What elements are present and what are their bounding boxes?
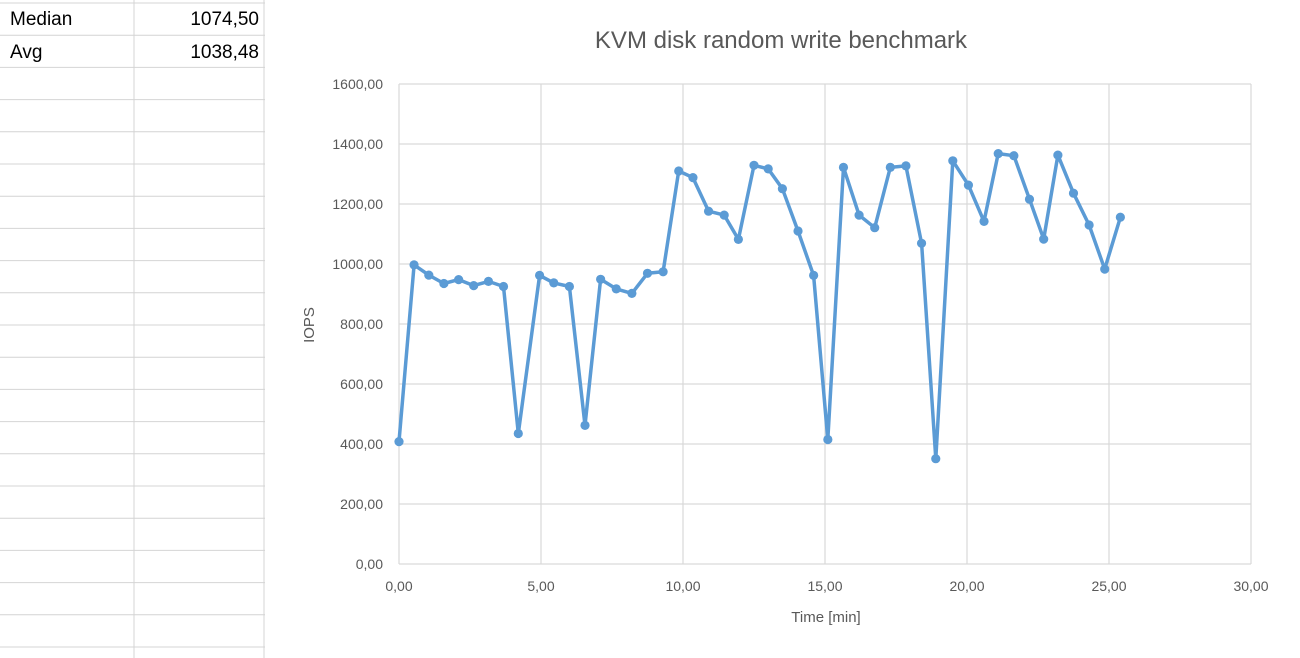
data-point[interactable] <box>469 281 479 291</box>
x-tick-label: 10,00 <box>665 578 700 594</box>
spreadsheet-grid <box>0 0 265 658</box>
data-point[interactable] <box>454 275 464 285</box>
data-point[interactable] <box>534 270 545 280</box>
data-point[interactable] <box>1024 194 1035 204</box>
x-tick-label: 30,00 <box>1233 578 1268 594</box>
data-point[interactable] <box>979 216 989 226</box>
data-point[interactable] <box>809 270 819 280</box>
data-point[interactable] <box>854 210 864 220</box>
data-point[interactable] <box>733 234 743 244</box>
data-point[interactable] <box>1084 220 1094 230</box>
data-point[interactable] <box>549 278 559 288</box>
y-tick-label: 400,00 <box>340 436 383 452</box>
data-point[interactable] <box>749 160 759 170</box>
data-point[interactable] <box>611 284 621 294</box>
data-point[interactable] <box>483 276 494 286</box>
x-tick-label: 0,00 <box>385 578 412 594</box>
data-point[interactable] <box>596 274 606 284</box>
data-point[interactable] <box>564 281 574 292</box>
data-point[interactable] <box>948 156 958 166</box>
data-point[interactable] <box>793 226 803 236</box>
data-point[interactable] <box>409 260 419 270</box>
data-point[interactable] <box>885 162 895 172</box>
chart-area[interactable]: KVM disk random write benchmark 0,00 200,… <box>265 0 1300 658</box>
data-point[interactable] <box>993 149 1003 159</box>
data-point[interactable] <box>823 434 833 445</box>
data-point[interactable] <box>963 180 974 190</box>
data-point[interactable] <box>1009 151 1019 161</box>
data-point[interactable] <box>658 267 668 277</box>
data-point[interactable] <box>870 223 880 233</box>
data-point[interactable] <box>580 420 590 430</box>
y-tick-label: 0,00 <box>356 556 383 572</box>
y-tick-label: 600,00 <box>340 376 383 392</box>
data-point[interactable] <box>513 428 523 439</box>
median-value-cell[interactable]: 1074,50 <box>190 9 259 30</box>
avg-label-cell[interactable]: Avg <box>10 42 43 63</box>
y-axis-title: IOPS <box>301 307 318 343</box>
data-point[interactable] <box>439 278 449 289</box>
data-point[interactable] <box>931 454 941 464</box>
data-point[interactable] <box>1068 188 1079 198</box>
median-label-cell[interactable]: Median <box>10 9 73 30</box>
data-point[interactable] <box>424 270 434 280</box>
data-point[interactable] <box>763 164 773 174</box>
y-tick-label: 200,00 <box>340 496 383 512</box>
data-point[interactable] <box>1039 234 1049 244</box>
data-point[interactable] <box>719 210 729 220</box>
avg-value-cell[interactable]: 1038,48 <box>190 42 259 63</box>
data-point[interactable] <box>1100 264 1110 274</box>
data-point[interactable] <box>838 162 849 172</box>
x-tick-label: 20,00 <box>949 578 984 594</box>
data-point[interactable] <box>642 268 653 278</box>
data-point[interactable] <box>688 173 698 183</box>
x-tick-label: 25,00 <box>1091 578 1126 594</box>
chart-title: KVM disk random write benchmark <box>595 27 968 54</box>
data-point[interactable] <box>394 437 404 447</box>
y-axis-tick-labels: 0,00 200,00 400,00 600,00 800,00 1000,00 1200,… <box>332 76 383 572</box>
y-tick-label: 1400,00 <box>332 136 383 152</box>
data-point[interactable] <box>498 281 509 292</box>
series-line <box>397 151 1123 461</box>
y-tick-label: 1200,00 <box>332 196 383 212</box>
data-point[interactable] <box>627 288 637 298</box>
data-point[interactable] <box>916 238 927 248</box>
data-point[interactable] <box>674 166 684 176</box>
y-tick-label: 1000,00 <box>332 256 383 272</box>
data-point[interactable] <box>1115 212 1125 222</box>
data-point[interactable] <box>1053 150 1063 160</box>
y-tick-label: 800,00 <box>340 316 383 332</box>
data-point[interactable] <box>777 184 788 194</box>
chart-canvas: KVM disk random write benchmark 0,00 200,… <box>301 27 1269 626</box>
data-point[interactable] <box>703 206 714 216</box>
y-tick-label: 1600,00 <box>332 76 383 92</box>
x-tick-label: 15,00 <box>807 578 842 594</box>
x-axis-title: Time [min] <box>791 609 860 626</box>
x-tick-label: 5,00 <box>527 578 554 594</box>
data-points <box>394 149 1125 464</box>
x-axis-tick-labels: 0,00 5,00 10,00 15,00 20,00 25,00 30,00 <box>385 578 1268 594</box>
data-point[interactable] <box>901 161 911 171</box>
grid-lines <box>398 83 1252 565</box>
